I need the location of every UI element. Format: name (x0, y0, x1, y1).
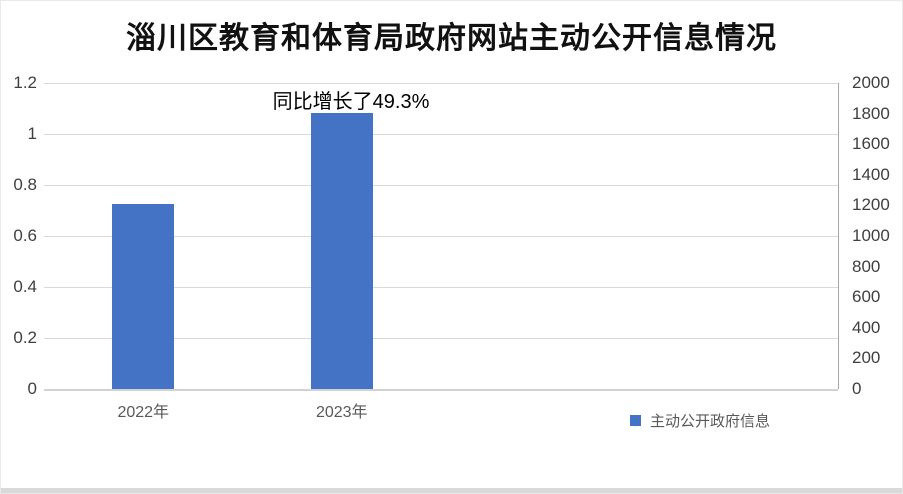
y-axis-right: 0 200 400 600 800 1000 1200 1400 1600 1800 2000 (852, 74, 902, 398)
right-axis-tick: 2000 (852, 73, 890, 92)
right-axis-tick: 800 (852, 256, 881, 276)
right-axis-tick: 0 (852, 379, 862, 398)
gridline (44, 83, 838, 84)
window-bottom-edge (1, 488, 902, 493)
x-axis-label-2023年: 2023年 (315, 404, 368, 421)
right-axis-tick: 400 (852, 317, 881, 337)
legend-label: 主动公开政府信息 (650, 413, 771, 430)
left-axis-tick: 0.8 (13, 175, 37, 194)
bar-2022年 (112, 204, 175, 389)
x-axis-labels: 2022年 2023年 (44, 398, 838, 422)
chart-title: 淄川区教育和体育局政府网站主动公开信息情况 (126, 21, 777, 56)
right-axis-tick: 600 (852, 287, 881, 307)
x-axis-label-2022年: 2022年 (117, 404, 170, 421)
right-axis-tick: 1200 (852, 195, 890, 215)
left-axis-tick: 0.2 (13, 328, 37, 347)
gridline (44, 338, 838, 339)
left-axis-tick: 1 (27, 124, 37, 143)
growth-annotation: 同比增长了49.3% (272, 91, 430, 113)
bar-2023年 (310, 113, 373, 389)
gridline (44, 185, 838, 186)
gridline (44, 236, 838, 237)
right-axis-tick: 200 (852, 348, 881, 368)
right-axis-tick: 1600 (852, 134, 890, 154)
left-axis-tick: 1.2 (13, 73, 37, 92)
right-axis-tick: 1000 (852, 226, 890, 245)
plot-area (44, 83, 839, 391)
right-axis-tick: 1400 (852, 164, 890, 184)
left-axis-tick: 0 (27, 379, 37, 398)
left-axis-tick: 0.6 (13, 226, 37, 245)
legend-swatch-icon (630, 415, 641, 426)
gridline (44, 389, 838, 391)
gridline (44, 287, 838, 288)
left-axis-tick: 0.4 (13, 277, 37, 296)
gridline (44, 134, 838, 135)
legend: 主动公开政府信息 (630, 410, 770, 431)
right-axis-tick: 1800 (852, 103, 890, 123)
y-axis-left: 0 0.2 0.4 0.6 0.8 1 1.2 (1, 74, 37, 398)
